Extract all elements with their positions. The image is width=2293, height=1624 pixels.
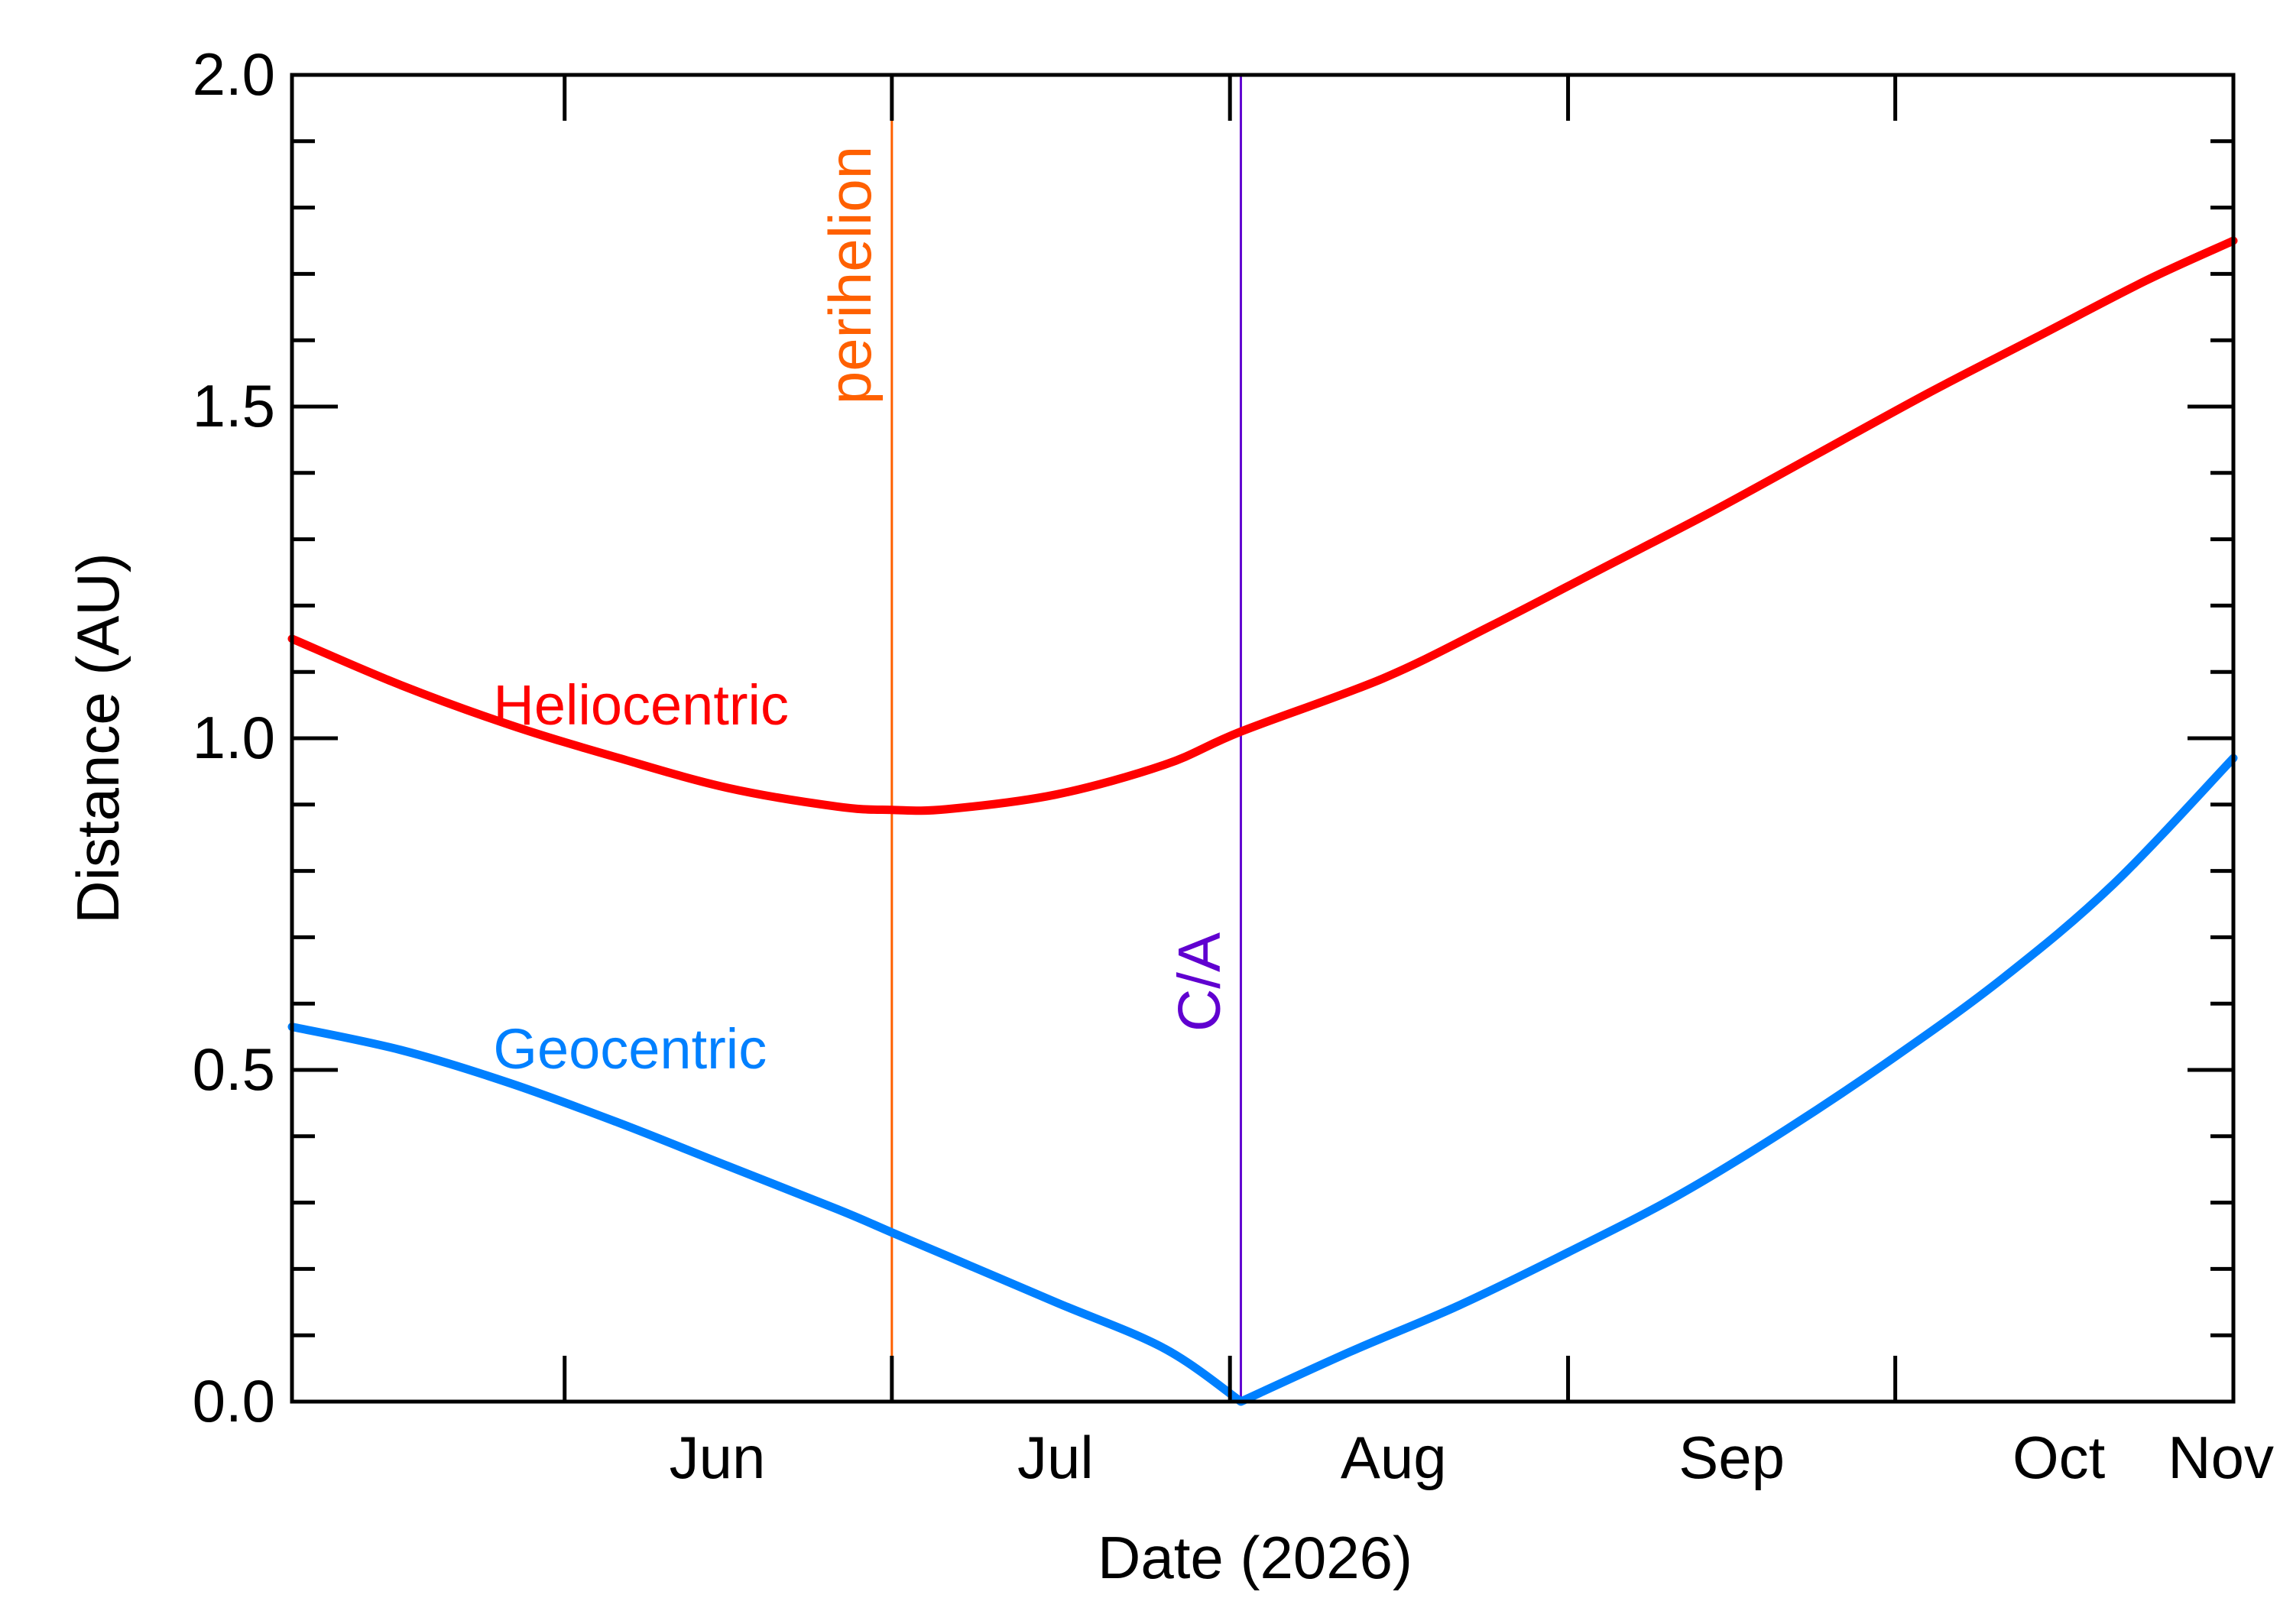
x-tick-label: Jul xyxy=(1017,1424,1094,1491)
series-layer xyxy=(287,236,2238,1406)
y-tick-label: 0.5 xyxy=(193,1036,275,1103)
perihelion-label: perihelion xyxy=(816,146,884,404)
closest-approach-label: C/A xyxy=(1165,932,1232,1032)
x-tick-label: Oct xyxy=(2012,1424,2106,1491)
vertical-markers: perihelion C/A xyxy=(816,75,1242,1402)
heliocentric-series-line xyxy=(287,236,2238,815)
x-tick-label: Sep xyxy=(1678,1424,1785,1491)
heliocentric-annotation: Heliocentric xyxy=(493,673,789,737)
x-axis-label: Date (2026) xyxy=(1098,1524,1412,1591)
x-tick-label: Jun xyxy=(670,1424,766,1491)
axis-ticks xyxy=(292,73,2236,1404)
y-tick-label: 0.0 xyxy=(193,1367,275,1434)
y-tick-label: 2.0 xyxy=(193,41,275,108)
y-tick-label: 1.0 xyxy=(193,704,275,771)
x-tick-label: Aug xyxy=(1341,1424,1447,1491)
geocentric-annotation: Geocentric xyxy=(493,1017,767,1081)
tick-labels: 0.0 0.5 1.0 1.5 2.0 Jun Jul Aug Sep Oct Nov xyxy=(193,41,2274,1491)
plot-frame xyxy=(290,73,2236,1404)
y-tick-label: 1.5 xyxy=(193,372,275,439)
x-tick-label: Nov xyxy=(2168,1424,2274,1491)
y-axis-label: Distance (AU) xyxy=(64,553,131,923)
series-annotations: Heliocentric Geocentric xyxy=(493,673,789,1081)
